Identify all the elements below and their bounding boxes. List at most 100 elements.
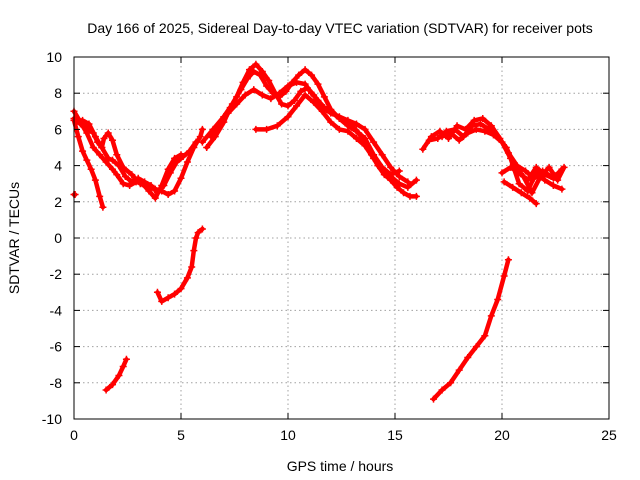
data-point [541,171,549,179]
data-point [209,125,217,133]
data-point [308,89,316,97]
data-point [370,154,378,162]
data-point [472,125,480,133]
data-point [387,172,395,180]
data-point [378,151,386,159]
data-point [318,107,326,115]
data-point [447,379,455,387]
data-point [297,87,305,95]
data-point [320,104,328,112]
data-point [99,203,107,211]
data-point [500,272,508,280]
label-layer: 0 5 10 15 20 25 -10 -8 -6 -4 -2 0 2 4 6 8 10 [42,49,617,443]
data-point [412,192,420,200]
grid-layer [74,57,609,419]
data-point [100,134,108,142]
series-line [71,109,184,201]
data-point [138,180,146,188]
data-point [263,125,271,133]
data-point [171,290,179,298]
data-point [104,154,112,162]
data-point [434,134,442,142]
x-tick-label: 20 [494,427,510,443]
data-point [228,100,236,108]
series-track-14 [498,163,566,184]
data-point [177,151,185,159]
data-point [438,386,446,394]
data-point [378,165,386,173]
x-tick-label: 15 [387,427,403,443]
data-point [119,363,127,371]
data-point [252,125,260,133]
data-point [327,105,335,113]
data-point [352,134,360,142]
data-point [558,165,566,173]
data-point [151,194,159,202]
data-point [164,294,172,302]
data-point [554,176,562,184]
data-point [171,187,179,195]
data-point [477,120,485,128]
x-tick-label: 0 [70,427,78,443]
data-point [479,115,487,123]
y-tick-label: -2 [50,266,63,282]
series-track-15 [102,355,130,394]
data-point [464,129,472,137]
data-point [532,200,540,208]
data-point [115,372,123,380]
data-point [76,118,84,126]
data-point [87,165,95,173]
data-point [269,89,277,97]
data-point [284,113,292,121]
data-point [122,355,130,363]
data-point [96,151,104,159]
y-tick-label: -8 [50,375,63,391]
data-point [453,122,461,130]
y-tick-label: 10 [46,49,62,65]
data-point [436,127,444,135]
data-point [102,158,110,166]
data-point [158,182,166,190]
data-point [524,176,532,184]
data-point [301,66,309,74]
data-point [507,154,515,162]
data-point [470,116,478,124]
data-point [102,386,110,394]
data-point [387,163,395,171]
data-point [344,127,352,135]
data-point [314,96,322,104]
data-point [487,312,495,320]
data-point [406,192,414,200]
data-point [245,66,253,74]
x-tick-label: 25 [601,427,617,443]
data-point [507,163,515,171]
data-point [524,187,532,195]
data-point [500,178,508,186]
data-point [96,192,104,200]
data-point [158,297,166,305]
data-point [489,131,497,139]
data-point [419,145,427,153]
data-point [83,129,91,137]
data-point [177,174,185,182]
data-point [549,182,557,190]
data-point [558,185,566,193]
data-point [91,133,99,141]
data-point [549,174,557,182]
data-point [404,183,412,191]
y-axis-label: SDTVAR / TECUs [6,182,22,294]
data-point [128,171,136,179]
data-point [301,80,309,88]
data-point [188,263,196,271]
data-point [177,285,185,293]
y-tick-label: 4 [54,158,62,174]
data-point [515,169,523,177]
data-point [395,167,403,175]
data-point [98,144,106,151]
data-point [447,129,455,137]
data-point [361,134,369,142]
data-point [113,171,121,179]
data-point [85,120,93,128]
data-point [265,77,273,85]
